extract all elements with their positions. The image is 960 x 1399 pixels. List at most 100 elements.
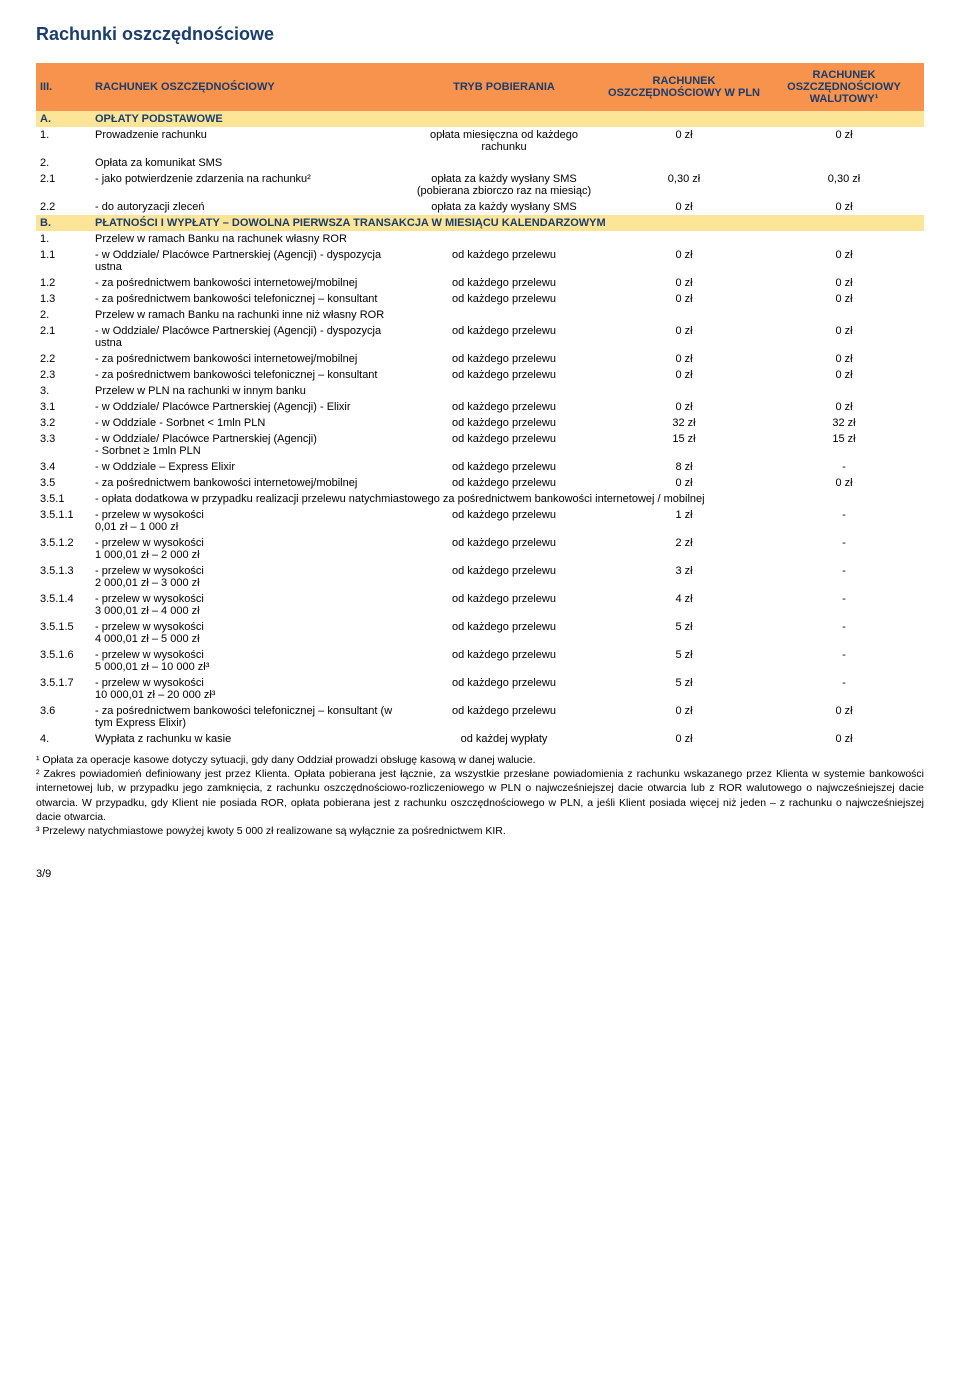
row-val-wal: -	[764, 459, 924, 475]
row-desc: - za pośrednictwem bankowości telefonicz…	[91, 703, 404, 731]
page-number: 3/9	[36, 868, 924, 880]
section-b-label: PŁATNOŚCI I WYPŁATY – DOWOLNA PIERWSZA T…	[91, 215, 924, 231]
row-val-pln: 5 zł	[604, 647, 764, 675]
table-row: 3. Przelew w PLN na rachunki w innym ban…	[36, 383, 924, 399]
row-tryb: od każdego przelewu	[404, 351, 604, 367]
row-num: 1.	[36, 231, 91, 247]
row-val-pln: 5 zł	[604, 675, 764, 703]
row-val-wal: -	[764, 535, 924, 563]
row-desc: - w Oddziale/ Placówce Partnerskiej (Age…	[91, 323, 404, 351]
section-b-num: B.	[36, 215, 91, 231]
row-desc: - przelew w wysokości 1 000,01 zł – 2 00…	[91, 535, 404, 563]
table-row: 3.5.1.2- przelew w wysokości 1 000,01 zł…	[36, 535, 924, 563]
row-tryb: od każdego przelewu	[404, 291, 604, 307]
table-row: 3.5.1.4- przelew w wysokości 3 000,01 zł…	[36, 591, 924, 619]
row-val-pln: 32 zł	[604, 415, 764, 431]
table-row: 1. Prowadzenie rachunku opłata miesięczn…	[36, 127, 924, 155]
row-val-wal: 0 zł	[764, 199, 924, 215]
row-num: 3.5.1.6	[36, 647, 91, 675]
row-val-pln: 0 zł	[604, 247, 764, 275]
section-a: A. OPŁATY PODSTAWOWE	[36, 111, 924, 127]
row-num: 2.1	[36, 323, 91, 351]
row-desc: Przelew w ramach Banku na rachunki inne …	[91, 307, 924, 323]
header-num: III.	[36, 63, 91, 111]
table-row: 3.5- za pośrednictwem bankowości interne…	[36, 475, 924, 491]
table-row: 1.2- za pośrednictwem bankowości interne…	[36, 275, 924, 291]
row-tryb: od każdego przelewu	[404, 675, 604, 703]
row-val-pln: 0 zł	[604, 291, 764, 307]
row-tryb: od każdego przelewu	[404, 535, 604, 563]
row-val-pln: 0 zł	[604, 399, 764, 415]
row-tryb: od każdego przelewu	[404, 459, 604, 475]
row-num: 2.	[36, 307, 91, 323]
row-num: 1.2	[36, 275, 91, 291]
row-desc: - w Oddziale - Sorbnet < 1mln PLN	[91, 415, 404, 431]
row-val-pln: 0,30 zł	[604, 171, 764, 199]
page-title: Rachunki oszczędnościowe	[36, 24, 924, 45]
header-pln: RACHUNEK OSZCZĘDNOŚCIOWY W PLN	[604, 63, 764, 111]
row-desc: - w Oddziale/ Placówce Partnerskiej (Age…	[91, 247, 404, 275]
section-a-label: OPŁATY PODSTAWOWE	[91, 111, 924, 127]
header-account: RACHUNEK OSZCZĘDNOŚCIOWY	[91, 63, 404, 111]
footnote-3: ³ Przelewy natychmiastowe powyżej kwoty …	[36, 824, 924, 838]
row-desc: Wypłata z rachunku w kasie	[91, 731, 404, 747]
row-tryb: od każdego przelewu	[404, 703, 604, 731]
row-num: 1.1	[36, 247, 91, 275]
row-num: 3.4	[36, 459, 91, 475]
table-row: 3.1- w Oddziale/ Placówce Partnerskiej (…	[36, 399, 924, 415]
row-val-wal: -	[764, 647, 924, 675]
row-val-wal: 0 zł	[764, 703, 924, 731]
row-num: 3.3	[36, 431, 91, 459]
row-num: 3.2	[36, 415, 91, 431]
table-row: 3.6- za pośrednictwem bankowości telefon…	[36, 703, 924, 731]
row-val-wal: 0 zł	[764, 367, 924, 383]
row-tryb: od każdego przelewu	[404, 475, 604, 491]
table-row: 3.5.1.7- przelew w wysokości 10 000,01 z…	[36, 675, 924, 703]
table-row: 2.1 - jako potwierdzenie zdarzenia na ra…	[36, 171, 924, 199]
table-row: 3.3- w Oddziale/ Placówce Partnerskiej (…	[36, 431, 924, 459]
row-num: 1.3	[36, 291, 91, 307]
row-desc: - jako potwierdzenie zdarzenia na rachun…	[91, 171, 404, 199]
row-val-pln: 3 zł	[604, 563, 764, 591]
row-tryb: opłata za każdy wysłany SMS	[404, 199, 604, 215]
row-val-pln: 0 zł	[604, 367, 764, 383]
row-num: 3.5.1.1	[36, 507, 91, 535]
row-val-pln: 0 zł	[604, 127, 764, 155]
row-tryb: od każdego przelewu	[404, 247, 604, 275]
row-num: 3.	[36, 383, 91, 399]
row-val-pln: 1 zł	[604, 507, 764, 535]
row-num: 3.5.1.4	[36, 591, 91, 619]
row-num: 2.2	[36, 351, 91, 367]
row-val-wal: -	[764, 675, 924, 703]
row-desc: - przelew w wysokości 2 000,01 zł – 3 00…	[91, 563, 404, 591]
row-val-wal: 0,30 zł	[764, 171, 924, 199]
row-val-wal: 0 zł	[764, 475, 924, 491]
row-val-wal: 0 zł	[764, 275, 924, 291]
row-tryb: od każdej wypłaty	[404, 731, 604, 747]
row-tryb: od każdego przelewu	[404, 415, 604, 431]
table-row: 2.2- za pośrednictwem bankowości interne…	[36, 351, 924, 367]
row-tryb: od każdego przelewu	[404, 563, 604, 591]
row-num: 3.6	[36, 703, 91, 731]
row-tryb: od każdego przelewu	[404, 367, 604, 383]
row-num: 3.5.1.5	[36, 619, 91, 647]
row-val-wal: -	[764, 619, 924, 647]
row-val-wal: 0 zł	[764, 127, 924, 155]
row-desc: - w Oddziale – Express Elixir	[91, 459, 404, 475]
row-desc: - przelew w wysokości 3 000,01 zł – 4 00…	[91, 591, 404, 619]
row-val-pln: 0 zł	[604, 475, 764, 491]
row-desc: - przelew w wysokości 4 000,01 zł – 5 00…	[91, 619, 404, 647]
row-val-pln: 0 zł	[604, 275, 764, 291]
row-val-pln: 0 zł	[604, 703, 764, 731]
table-row: 3.2- w Oddziale - Sorbnet < 1mln PLNod k…	[36, 415, 924, 431]
row-num: 3.5.1.3	[36, 563, 91, 591]
table-row: 3.5.1.3- przelew w wysokości 2 000,01 zł…	[36, 563, 924, 591]
row-desc: - w Oddziale/ Placówce Partnerskiej (Age…	[91, 399, 404, 415]
row-val-wal: -	[764, 507, 924, 535]
table-row: 3.5.1- opłata dodatkowa w przypadku real…	[36, 491, 924, 507]
row-tryb: od każdego przelewu	[404, 323, 604, 351]
table-row: 2. Opłata za komunikat SMS	[36, 155, 924, 171]
footnotes: ¹ Opłata za operacje kasowe dotyczy sytu…	[36, 753, 924, 838]
header-tryb: TRYB POBIERANIA	[404, 63, 604, 111]
row-val-wal: 0 zł	[764, 351, 924, 367]
